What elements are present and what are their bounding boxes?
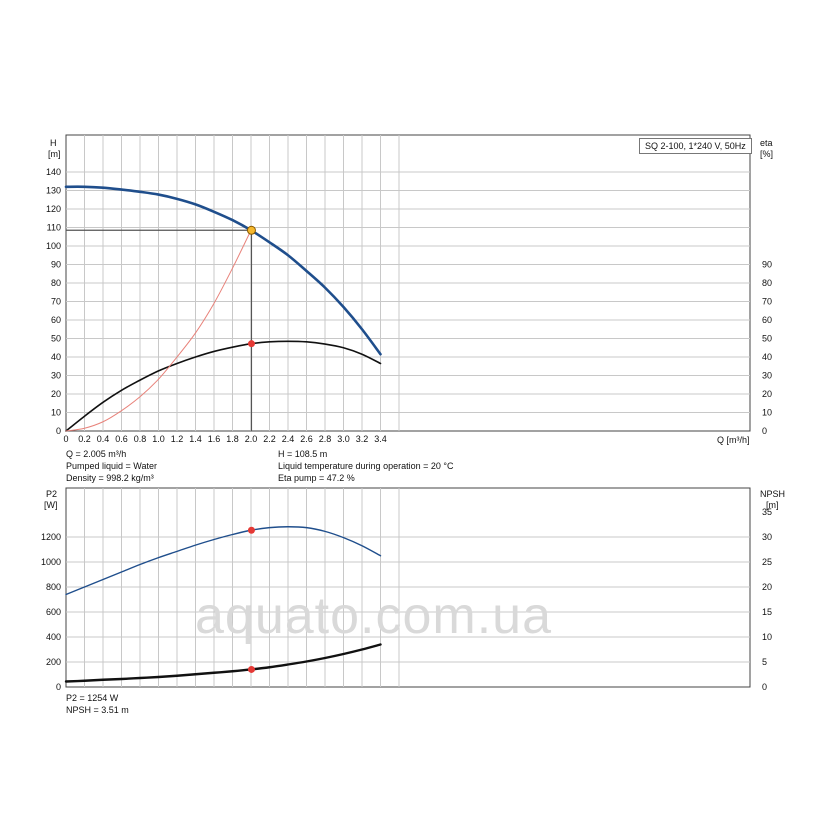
curve-h	[64, 185, 382, 356]
y-tick-label-left: 80	[51, 278, 61, 288]
bottom-right-axis-label: NPSH	[760, 489, 785, 499]
y-tick-label-right: 70	[762, 297, 772, 307]
x-tick-label: 3.0	[337, 434, 350, 444]
head-readout: H = 108.5 m	[278, 449, 328, 459]
y-tick-label-left: 130	[46, 186, 61, 196]
duty-info-left: Q = 2.005 m³/h Pumped liquid = Water Den…	[66, 448, 157, 484]
x-tick-label: 0.4	[97, 434, 110, 444]
duty-info-right: H = 108.5 m Liquid temperature during op…	[278, 448, 453, 484]
x-axis-label: Q [m³/h]	[717, 435, 750, 445]
curve-p2	[65, 526, 382, 596]
pumped-liquid-readout: Pumped liquid = Water	[66, 461, 157, 471]
y-tick-label-right: 5	[762, 657, 767, 667]
top-chart-panel: 0 10 20 30 40 50 60 70 80 90 100 110 120 130 140 0 10 20 3…	[46, 134, 772, 444]
x-tick-label: 0.2	[78, 434, 91, 444]
y-tick-label-right: 90	[762, 260, 772, 270]
x-tick-label: 1.2	[171, 434, 184, 444]
bottom-chart-panel: 0 200 400 600 800 1000 1200 0 5 10 15 20 25 30 35	[41, 487, 772, 692]
y-tick-label-left: 140	[46, 167, 61, 177]
y-tick-label-right: 25	[762, 557, 772, 567]
y-tick-label-right: 20	[762, 582, 772, 592]
x-tick-label: 0	[63, 434, 68, 444]
y-tick-label-right: 35	[762, 507, 772, 517]
axis-labels: H [m] eta [%] Q [m³/h] P2 [W] NPSH [m]	[44, 138, 785, 510]
y-tick-label-left: 600	[46, 607, 61, 617]
x-tick-label: 0.8	[134, 434, 147, 444]
x-tick-label: 2.6	[300, 434, 313, 444]
y-tick-label-right: 10	[762, 632, 772, 642]
x-tick-label: 2.2	[263, 434, 276, 444]
y-tick-label-left: 400	[46, 632, 61, 642]
x-tick-label: 1.0	[152, 434, 165, 444]
x-tick-label: 1.8	[226, 434, 239, 444]
y-tick-label-right: 10	[762, 408, 772, 418]
y-tick-label-left: 1200	[41, 532, 61, 542]
x-tick-label: 2.8	[319, 434, 332, 444]
bottom-right-axis-unit: [m]	[766, 500, 779, 510]
y-tick-label-left: 800	[46, 582, 61, 592]
x-tick-label: 3.4	[374, 434, 387, 444]
y-tick-label-right: 50	[762, 334, 772, 344]
y-tick-label-right: 40	[762, 352, 772, 362]
x-tick-label: 0.6	[115, 434, 128, 444]
top-left-axis-label: H	[50, 138, 57, 148]
top-right-axis-unit: [%]	[760, 149, 773, 159]
x-tick-label: 3.2	[356, 434, 369, 444]
efficiency-readout: Eta pump = 47.2 %	[278, 473, 355, 483]
y-tick-label-left: 30	[51, 371, 61, 381]
bottom-left-axis-label: P2	[46, 489, 57, 499]
power-readout: P2 = 1254 W	[66, 693, 119, 703]
duty-point-head	[246, 225, 256, 235]
flow-readout: Q = 2.005 m³/h	[66, 449, 127, 459]
x-tick-label: 1.4	[189, 434, 202, 444]
curve-npsh	[64, 643, 382, 683]
duty-point-p2	[247, 526, 255, 534]
x-tick-label: 1.6	[208, 434, 221, 444]
y-tick-label-right: 0	[762, 682, 767, 692]
y-tick-label-left: 70	[51, 297, 61, 307]
y-tick-label-left: 200	[46, 657, 61, 667]
y-tick-label-left: 50	[51, 334, 61, 344]
y-tick-label-right: 20	[762, 389, 772, 399]
top-left-axis-unit: [m]	[48, 149, 61, 159]
x-tick-label: 2.0	[245, 434, 258, 444]
y-tick-label-left: 110	[47, 223, 61, 233]
npsh-readout: NPSH = 3.51 m	[66, 705, 129, 715]
y-tick-label-left: 20	[51, 389, 61, 399]
watermark: aquato.com.ua	[195, 587, 553, 645]
duty-point-npsh	[247, 665, 255, 673]
curve-eta	[65, 340, 382, 432]
y-tick-label-left: 1000	[41, 557, 61, 567]
temperature-readout: Liquid temperature during operation = 20…	[278, 461, 454, 471]
y-tick-label-left: 10	[51, 408, 61, 418]
y-tick-label-right: 30	[762, 532, 772, 542]
y-tick-label-left: 0	[56, 426, 61, 436]
x-tick-label: 2.4	[282, 434, 295, 444]
curve-system	[65, 229, 252, 432]
y-tick-label-left: 90	[51, 260, 61, 270]
y-tick-label-left: 120	[46, 204, 61, 214]
duty-info-bottom: P2 = 1254 W NPSH = 3.51 m	[66, 692, 129, 716]
top-right-axis-label: eta	[760, 138, 773, 148]
y-tick-label-right: 80	[762, 278, 772, 288]
y-tick-label-right: 60	[762, 315, 772, 325]
density-readout: Density = 998.2 kg/m³	[66, 473, 154, 483]
y-tick-label-left: 40	[51, 352, 61, 362]
y-tick-label-left: 100	[46, 241, 61, 251]
duty-point-eta	[247, 340, 255, 348]
y-tick-label-right: 30	[762, 371, 772, 381]
bottom-left-axis-unit: [W]	[44, 500, 58, 510]
y-tick-label-left: 60	[51, 315, 61, 325]
pump-model-legend: SQ 2-100, 1*240 V, 50Hz	[639, 138, 752, 154]
y-tick-label-right: 15	[762, 607, 772, 617]
y-tick-label-left: 0	[56, 682, 61, 692]
y-tick-label-right: 0	[762, 426, 767, 436]
